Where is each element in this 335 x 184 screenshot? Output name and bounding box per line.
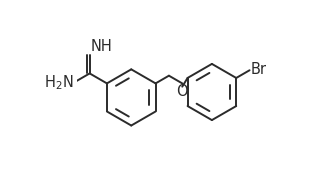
Text: Br: Br <box>251 62 266 77</box>
Text: NH: NH <box>90 39 112 54</box>
Text: O: O <box>177 84 188 99</box>
Text: H$_2$N: H$_2$N <box>44 73 73 92</box>
